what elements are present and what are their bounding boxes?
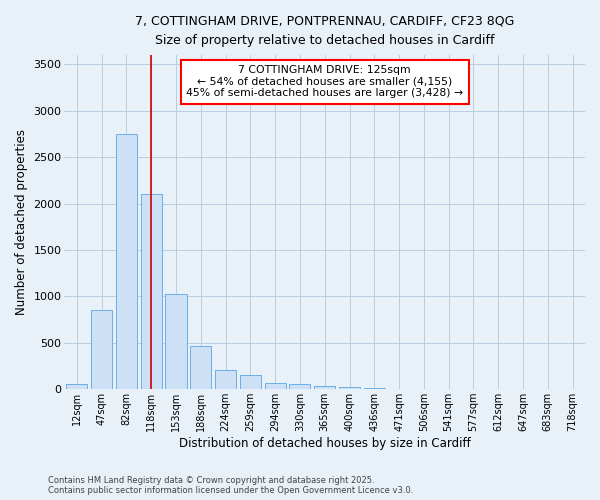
Bar — [314, 386, 335, 389]
Bar — [116, 134, 137, 389]
Bar — [364, 388, 385, 389]
Bar — [339, 388, 360, 389]
Title: 7, COTTINGHAM DRIVE, PONTPRENNAU, CARDIFF, CF23 8QG
Size of property relative to: 7, COTTINGHAM DRIVE, PONTPRENNAU, CARDIF… — [135, 15, 514, 47]
Y-axis label: Number of detached properties: Number of detached properties — [15, 129, 28, 315]
Text: Contains HM Land Registry data © Crown copyright and database right 2025.
Contai: Contains HM Land Registry data © Crown c… — [48, 476, 413, 495]
Bar — [190, 346, 211, 389]
Bar — [240, 375, 261, 389]
X-axis label: Distribution of detached houses by size in Cardiff: Distribution of detached houses by size … — [179, 437, 470, 450]
Bar — [215, 370, 236, 389]
Bar — [265, 382, 286, 389]
Text: 7 COTTINGHAM DRIVE: 125sqm
← 54% of detached houses are smaller (4,155)
45% of s: 7 COTTINGHAM DRIVE: 125sqm ← 54% of deta… — [186, 65, 463, 98]
Bar — [91, 310, 112, 389]
Bar — [289, 384, 310, 389]
Bar — [166, 294, 187, 389]
Bar — [140, 194, 162, 389]
Bar — [67, 384, 88, 389]
